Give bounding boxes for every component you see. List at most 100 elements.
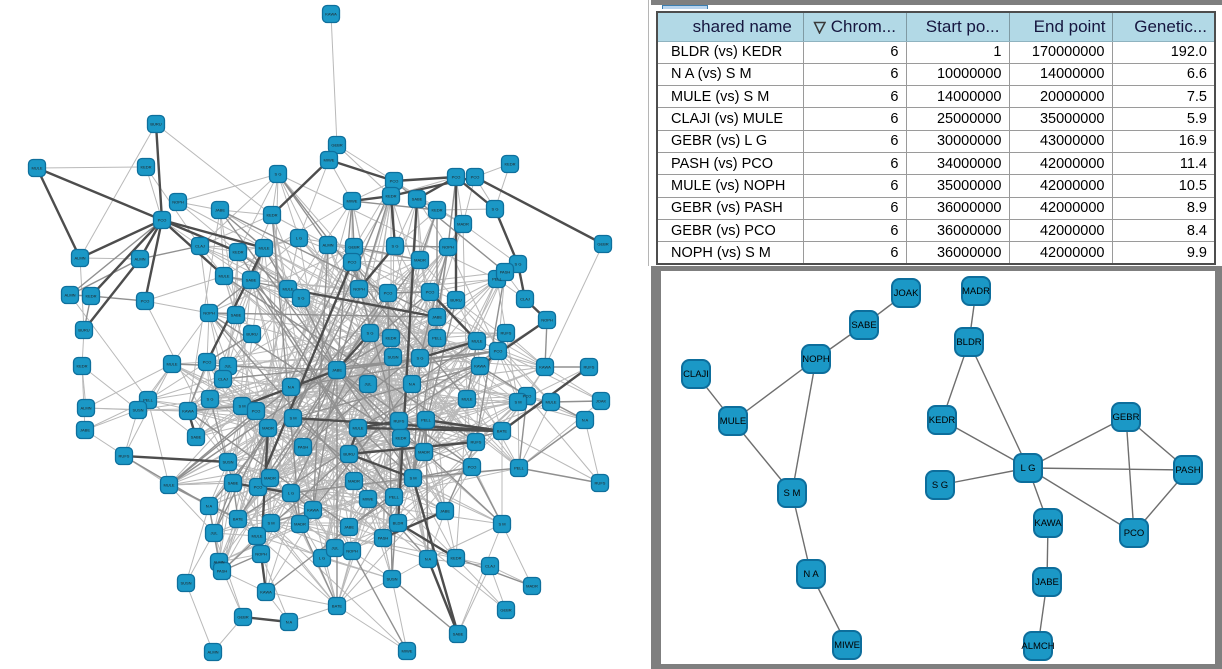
svg-text:RUFS: RUFS: [595, 481, 606, 486]
svg-text:MULE: MULE: [352, 426, 363, 431]
svg-text:PELL: PELL: [492, 277, 503, 282]
svg-text:L G: L G: [296, 236, 302, 241]
svg-text:BURU: BURU: [450, 298, 461, 303]
svg-text:PCO: PCO: [203, 360, 212, 365]
svg-text:N A: N A: [409, 382, 416, 387]
svg-text:SUSN: SUSN: [180, 581, 191, 586]
svg-text:KEDR: KEDR: [76, 364, 87, 369]
svg-text:BATE: BATE: [233, 517, 243, 522]
svg-text:JABE: JABE: [432, 315, 442, 320]
svg-text:BLDR: BLDR: [393, 521, 404, 526]
svg-text:ALMN: ALMN: [80, 406, 91, 411]
svg-text:L G: L G: [1021, 463, 1036, 474]
svg-text:GEBR: GEBR: [597, 242, 608, 247]
svg-text:S G: S G: [392, 244, 399, 249]
svg-text:RUFS: RUFS: [501, 331, 512, 336]
svg-text:S M: S M: [238, 404, 245, 409]
svg-text:MIWE: MIWE: [834, 640, 860, 651]
svg-text:NOPH: NOPH: [172, 200, 184, 205]
svg-text:S M: S M: [498, 522, 505, 527]
svg-text:MADR: MADR: [526, 584, 538, 589]
svg-text:NOPH: NOPH: [203, 311, 215, 316]
svg-text:BATE: BATE: [497, 429, 507, 434]
svg-text:PCO: PCO: [390, 179, 399, 184]
svg-text:PCO: PCO: [254, 485, 263, 490]
svg-text:MULE: MULE: [545, 400, 556, 405]
svg-text:MULE: MULE: [31, 166, 42, 171]
svg-text:KAWA: KAWA: [1034, 518, 1062, 529]
svg-text:KEDR: KEDR: [85, 294, 96, 299]
svg-text:MULE: MULE: [282, 287, 293, 292]
svg-text:S G: S G: [298, 296, 305, 301]
svg-text:ALMN: ALMN: [64, 293, 75, 298]
svg-text:GEBR: GEBR: [500, 608, 511, 613]
svg-text:N A: N A: [425, 557, 432, 562]
svg-text:N A: N A: [286, 620, 293, 625]
svg-text:CLAJ: CLAJ: [195, 244, 205, 249]
svg-text:S G: S G: [492, 207, 499, 212]
svg-text:PCO: PCO: [384, 291, 393, 296]
svg-text:RUFS: RUFS: [584, 365, 595, 370]
svg-text:S G: S G: [515, 262, 522, 267]
svg-text:NOPH: NOPH: [802, 354, 830, 365]
svg-text:S G: S G: [932, 480, 948, 491]
svg-text:PCO: PCO: [426, 290, 435, 295]
svg-text:CLAJ: CLAJ: [485, 564, 495, 569]
svg-text:ALMN: ALMN: [207, 650, 218, 655]
svg-text:PELL: PELL: [421, 418, 432, 423]
svg-text:PCO: PCO: [523, 394, 532, 399]
svg-text:JUL: JUL: [224, 364, 232, 369]
svg-text:MIWE: MIWE: [402, 649, 413, 654]
svg-text:SABE: SABE: [191, 435, 202, 440]
svg-text:PCO: PCO: [1124, 528, 1145, 539]
svg-text:KAWA: KAWA: [474, 364, 486, 369]
svg-text:KEDR: KEDR: [395, 436, 406, 441]
svg-text:S M: S M: [289, 416, 296, 421]
svg-text:KEDR: KEDR: [232, 250, 243, 255]
svg-text:JOAK: JOAK: [894, 288, 919, 299]
svg-text:KEDR: KEDR: [504, 162, 515, 167]
svg-text:PELL: PELL: [432, 336, 443, 341]
svg-text:PASH: PASH: [298, 445, 309, 450]
svg-text:KEDR: KEDR: [385, 194, 396, 199]
svg-text:PASH: PASH: [217, 569, 228, 574]
svg-text:PCO: PCO: [471, 175, 480, 180]
svg-text:PELL: PELL: [514, 466, 525, 471]
svg-text:MULE: MULE: [218, 274, 229, 279]
svg-text:JABE: JABE: [332, 368, 342, 373]
svg-text:MULE: MULE: [471, 339, 482, 344]
svg-text:N A: N A: [206, 504, 213, 509]
svg-text:GEBR: GEBR: [348, 245, 359, 250]
svg-text:MIWE: MIWE: [347, 199, 358, 204]
svg-text:KAWA: KAWA: [325, 12, 337, 17]
svg-text:KAWA: KAWA: [307, 508, 319, 513]
svg-text:MIWE: MIWE: [363, 497, 374, 502]
svg-text:KEDR: KEDR: [385, 336, 396, 341]
svg-text:MADR: MADR: [264, 476, 276, 481]
svg-text:SABE: SABE: [412, 197, 423, 202]
svg-text:S G: S G: [417, 356, 424, 361]
svg-text:JABE: JABE: [80, 428, 90, 433]
svg-text:PCO: PCO: [348, 260, 357, 265]
svg-text:JUL: JUL: [364, 382, 372, 387]
svg-text:PCO: PCO: [141, 299, 150, 304]
svg-text:PELL: PELL: [389, 495, 400, 500]
svg-text:CLAJ: CLAJ: [520, 297, 530, 302]
svg-text:MADR: MADR: [962, 286, 990, 297]
svg-text:PCO: PCO: [494, 349, 503, 354]
svg-text:BLDR: BLDR: [956, 337, 981, 348]
svg-text:MULE: MULE: [166, 362, 177, 367]
svg-text:NOPH: NOPH: [442, 245, 454, 250]
svg-text:ALMN: ALMN: [322, 243, 333, 248]
svg-text:JABE: JABE: [215, 208, 225, 213]
svg-text:RUFS: RUFS: [394, 419, 405, 424]
svg-text:MIWE: MIWE: [324, 158, 335, 163]
svg-text:N A: N A: [803, 569, 819, 580]
svg-text:MULE: MULE: [720, 416, 746, 427]
svg-text:MULE: MULE: [251, 534, 262, 539]
svg-text:NOPH: NOPH: [346, 549, 358, 554]
svg-text:JABE: JABE: [1035, 577, 1059, 588]
svg-text:SABE: SABE: [231, 313, 242, 318]
svg-text:MADR: MADR: [294, 522, 306, 527]
svg-text:S M: S M: [267, 521, 274, 526]
